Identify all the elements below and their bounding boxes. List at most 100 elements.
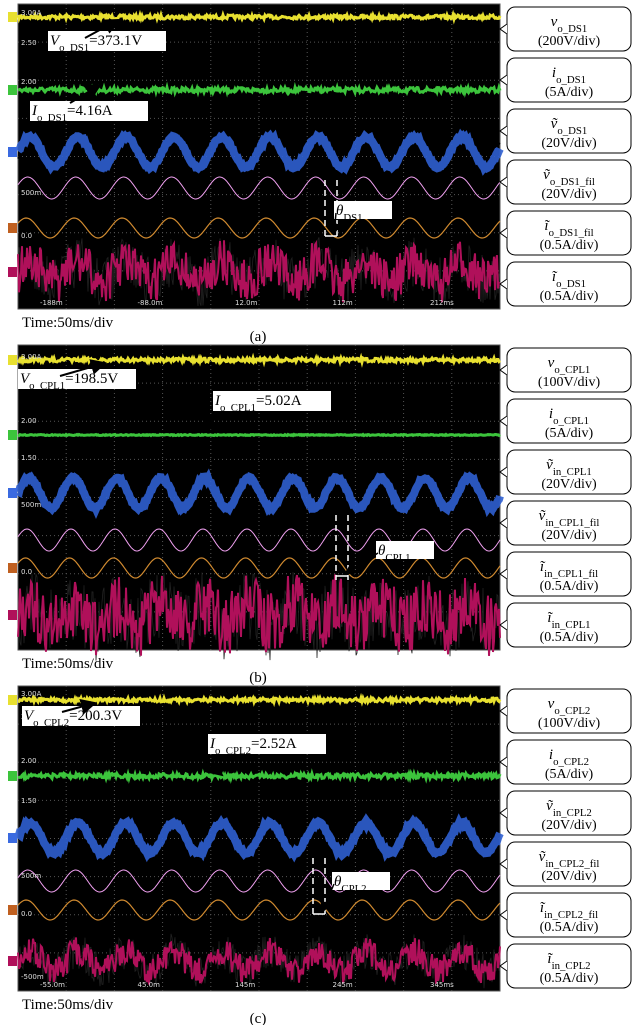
signal-pointer xyxy=(500,961,507,971)
channel-marker xyxy=(8,267,17,277)
signal-pointer xyxy=(500,467,507,477)
channel-marker xyxy=(8,563,17,573)
channel-marker xyxy=(8,771,17,781)
signal-scale: (0.5A/div) xyxy=(540,971,599,986)
channel-marker xyxy=(8,695,17,705)
signal-pointer xyxy=(500,910,507,920)
channel-marker xyxy=(8,223,17,233)
scale-label: 1.50 xyxy=(21,797,37,805)
caption: (a) xyxy=(250,329,267,345)
channel-marker xyxy=(8,12,17,22)
time-tick-label: 245m xyxy=(333,981,353,989)
signal-scale: (0.5A/div) xyxy=(540,289,599,304)
time-tick-label: 212ms xyxy=(430,299,454,307)
channel-marker xyxy=(8,147,17,157)
scale-label: 2.00 xyxy=(21,78,37,86)
signal-pointer xyxy=(500,859,507,869)
signal-scale: (200V/div) xyxy=(538,34,601,49)
signal-pointer xyxy=(500,569,507,579)
text-part: CPL1 xyxy=(385,552,410,564)
time-tick-label: -188m xyxy=(40,299,63,307)
signal-scale: (0.5A/div) xyxy=(540,920,599,935)
signal-scale: (20V/div) xyxy=(541,136,597,151)
signal-scale: (100V/div) xyxy=(538,375,601,390)
time-tick-label: 345ms xyxy=(430,981,454,989)
scale-label: 2.00 xyxy=(21,417,37,425)
channel-marker xyxy=(8,430,17,440)
scale-label: 0.0 xyxy=(21,568,32,576)
text-part: o_CPL2 xyxy=(33,717,69,729)
text-part: o_CPL1 xyxy=(29,380,65,392)
time-tick-label: -55.0m xyxy=(40,981,65,989)
scale-label: 2.00 xyxy=(21,757,37,765)
scale-label: 3.00A xyxy=(21,690,42,698)
signal-pointer xyxy=(500,24,507,34)
text-part: o_DS1 xyxy=(59,42,89,54)
signal-scale: (5A/div) xyxy=(545,767,594,782)
signal-pointer xyxy=(500,177,507,187)
signal-scale: (0.5A/div) xyxy=(540,630,599,645)
signal-pointer xyxy=(500,279,507,289)
text-part: =2.52A xyxy=(251,736,297,752)
channel-marker xyxy=(8,956,17,966)
signal-scale: (20V/div) xyxy=(541,477,597,492)
scale-label: 2.50 xyxy=(21,39,37,47)
time-tick-label: -88.0m xyxy=(138,299,163,307)
scale-label: 0.0 xyxy=(21,910,32,918)
scale-label: 0.0 xyxy=(21,232,32,240)
signal-scale: (20V/div) xyxy=(541,818,597,833)
scale-label: 500m xyxy=(21,189,41,197)
signal-scale: (5A/div) xyxy=(545,85,594,100)
signal-pointer xyxy=(500,620,507,630)
channel-marker xyxy=(8,355,17,365)
scale-label: -500m xyxy=(21,973,44,981)
scale-label: 3.00A xyxy=(21,9,42,17)
text-part: =4.16A xyxy=(67,103,113,119)
time-tick-label: 112m xyxy=(333,299,353,307)
signal-pointer xyxy=(500,757,507,767)
signal-scale: (20V/div) xyxy=(541,528,597,543)
text-part: o_CPL1 xyxy=(220,402,256,414)
signal-pointer xyxy=(500,518,507,528)
text-part: DS1 xyxy=(343,212,362,224)
caption: (b) xyxy=(249,670,267,686)
trace-io xyxy=(18,435,500,436)
figure: 3.00A 2.50 2.00 500m 0.0 -188m -88.0m 12.0m 112m… xyxy=(0,0,639,1025)
scale-label: 500m xyxy=(21,501,41,509)
scale-label: 3.00A xyxy=(21,353,42,361)
signal-scale: (0.5A/div) xyxy=(540,579,599,594)
signal-pointer xyxy=(500,416,507,426)
signal-scale: (20V/div) xyxy=(541,187,597,202)
time-tick-label: 145m xyxy=(235,981,255,989)
signal-pointer xyxy=(500,706,507,716)
channel-marker xyxy=(8,610,17,620)
caption: (c) xyxy=(250,1011,267,1025)
channel-marker xyxy=(8,833,17,843)
signal-pointer xyxy=(500,365,507,375)
scale-label: 1.50 xyxy=(21,454,37,462)
text-part: o_DS1 xyxy=(37,112,67,124)
signal-pointer xyxy=(500,228,507,238)
scale-label: 500m xyxy=(21,872,41,880)
text-part: =373.1V xyxy=(89,33,142,49)
time-tick-label: 12.0m xyxy=(235,299,258,307)
channel-marker xyxy=(8,905,17,915)
signal-pointer xyxy=(500,126,507,136)
signal-scale: (5A/div) xyxy=(545,426,594,441)
channel-marker xyxy=(8,85,17,95)
time-scale: Time:50ms/div xyxy=(22,656,114,672)
channel-marker xyxy=(8,488,17,498)
signal-scale: (20V/div) xyxy=(541,869,597,884)
signal-scale: (100V/div) xyxy=(538,716,601,731)
text-part: CPL2 xyxy=(341,883,366,895)
signal-scale: (0.5A/div) xyxy=(540,238,599,253)
text-part: =200.3V xyxy=(69,708,122,724)
time-scale: Time:50ms/div xyxy=(22,315,114,331)
time-scale: Time:50ms/div xyxy=(22,997,114,1013)
text-part: o_CPL2 xyxy=(215,745,251,757)
signal-pointer xyxy=(500,808,507,818)
text-part: =5.02A xyxy=(256,393,302,409)
time-tick-label: 45.0m xyxy=(138,981,161,989)
signal-pointer xyxy=(500,75,507,85)
text-part: =198.5V xyxy=(65,371,118,387)
